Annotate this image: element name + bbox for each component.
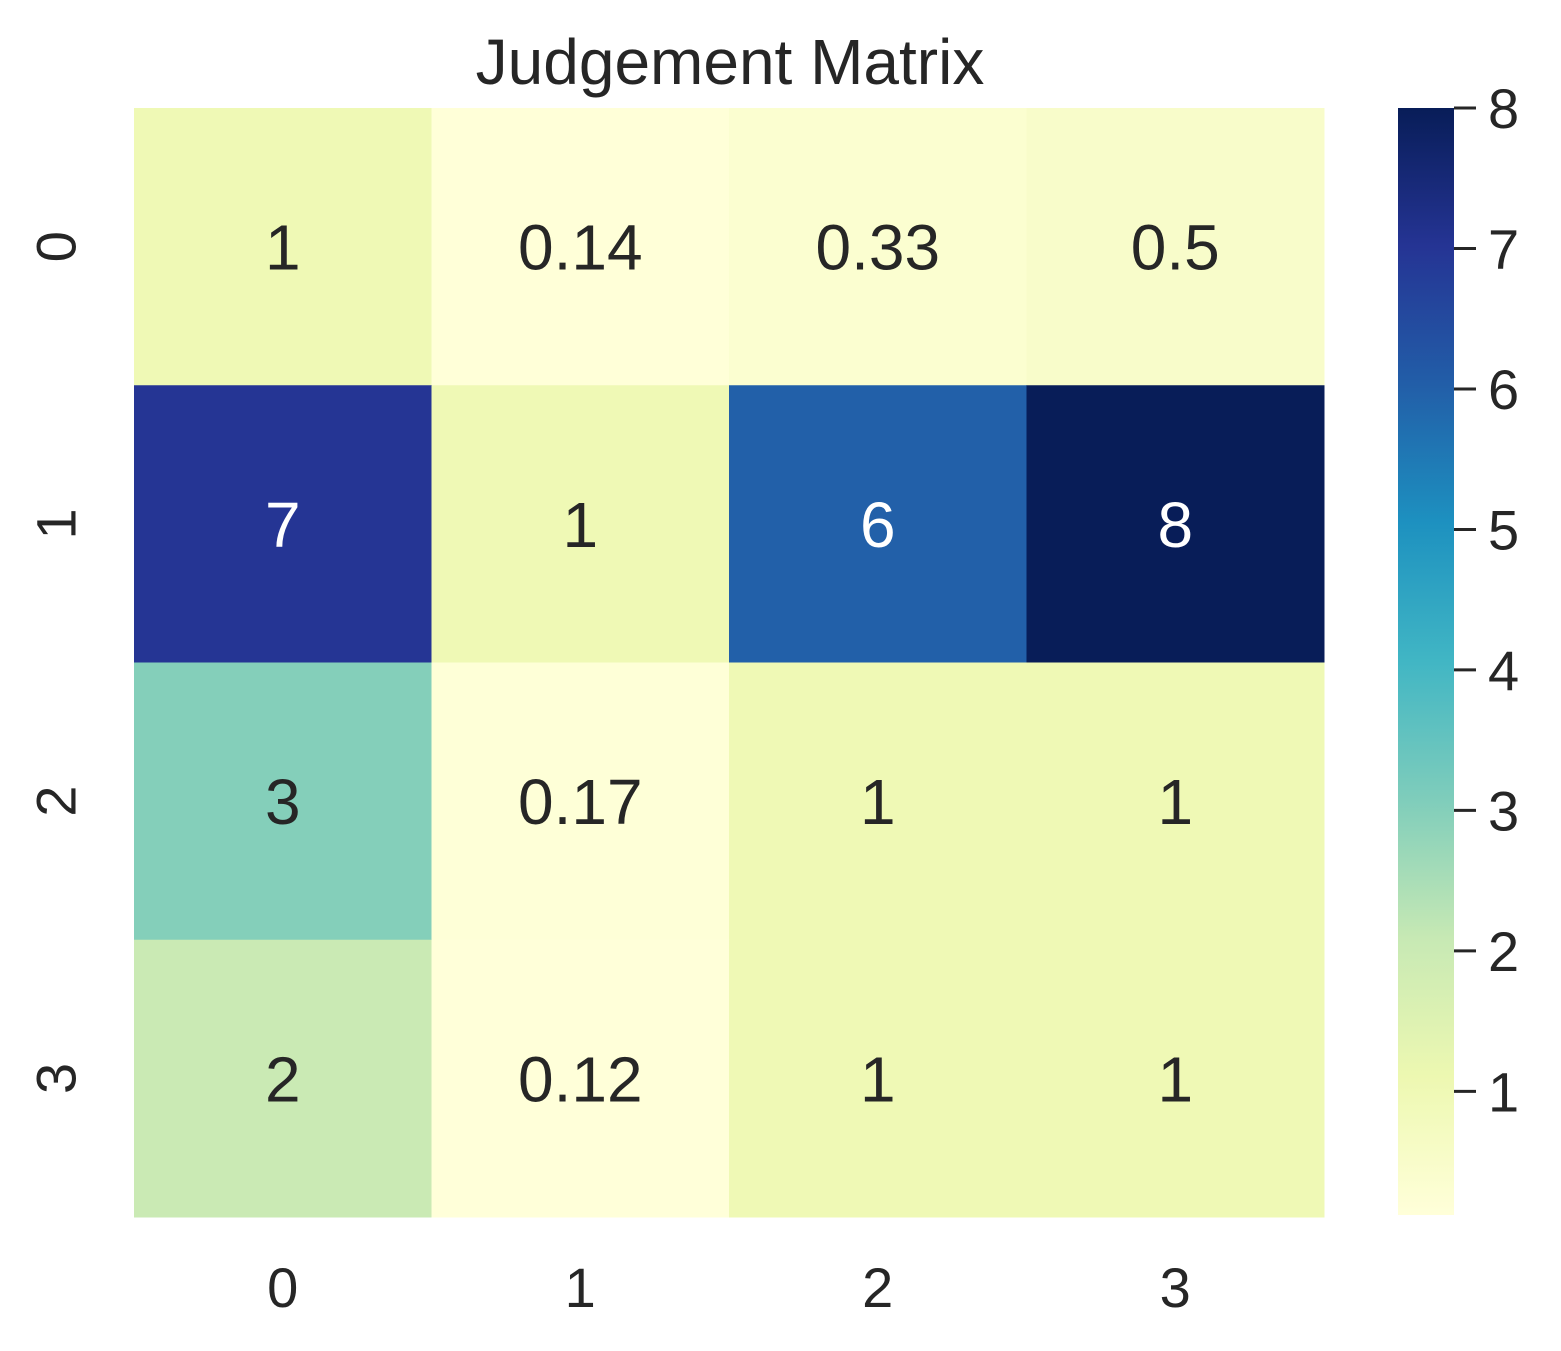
- heatmap-cell-r2-c1: [431, 662, 730, 941]
- heatmap-cell-r1-c0: [134, 385, 432, 663]
- x-axis-tick-labels: 0 1 2 3: [267, 1256, 1191, 1319]
- colorbar-tick-label-2: 2: [1488, 920, 1519, 983]
- x-tick-label-3: 3: [1160, 1256, 1191, 1319]
- cell-value-label-r3-c1: 0.12: [518, 1043, 643, 1115]
- y-tick-label-2: 2: [25, 786, 88, 817]
- cell-value-label-r3-c3: 1: [1157, 1043, 1193, 1115]
- colorbar-tick-label-8: 8: [1488, 77, 1519, 140]
- heatmap-cell-r1-c1: [431, 385, 730, 663]
- heatmap-cell-r2-c2: [729, 662, 1027, 941]
- y-tick-label-1: 1: [25, 508, 88, 539]
- heatmap-cells: 1 0.14 0.33 0.5 7 1 6 8 3 0.17 1 1 2 0.12 1 1: [134, 108, 1325, 1218]
- colorbar-tick-label-3: 3: [1488, 779, 1519, 842]
- heatmap-cell-r1-c3: [1026, 385, 1325, 663]
- colorbar-tick-label-6: 6: [1488, 358, 1519, 421]
- cell-value-label-r2-c3: 1: [1157, 766, 1193, 838]
- cell-value-label-r1-c3: 8: [1157, 489, 1193, 561]
- cell-value-label-r3-c0: 2: [265, 1043, 301, 1115]
- heatmap-cell-r0-c0: [134, 108, 432, 386]
- colorbar-tick-label-5: 5: [1488, 498, 1519, 561]
- cell-value-label-r1-c2: 6: [860, 489, 896, 561]
- y-tick-label-0: 0: [25, 231, 88, 262]
- colorbar-tick-label-7: 7: [1488, 217, 1519, 280]
- cell-value-label-r1-c0: 7: [265, 489, 301, 561]
- cell-value-label-r0-c1: 0.14: [518, 212, 643, 284]
- cell-value-label-r0-c3: 0.5: [1131, 212, 1220, 284]
- heatmap-cell-r0-c1: [431, 108, 730, 386]
- colorbar: 1 2 3 4 5 6 7 8: [1398, 77, 1519, 1215]
- y-axis-tick-labels: 0 1 2 3: [25, 231, 88, 1094]
- y-tick-label-3: 3: [25, 1063, 88, 1094]
- heatmap-cell-r3-c0: [134, 939, 432, 1218]
- chart-title: Judgement Matrix: [476, 26, 985, 98]
- heatmap-cell-r2-c3: [1026, 662, 1325, 941]
- heatmap-cell-r0-c3: [1026, 108, 1325, 386]
- heatmap-cell-r0-c2: [729, 108, 1027, 386]
- cell-value-label-r2-c2: 1: [860, 766, 896, 838]
- cell-value-label-r2-c1: 0.17: [518, 766, 643, 838]
- cell-value-label-r3-c2: 1: [860, 1043, 896, 1115]
- x-tick-label-2: 2: [862, 1256, 893, 1319]
- x-tick-label-1: 1: [565, 1256, 596, 1319]
- heatmap-cell-r1-c2: [729, 385, 1027, 663]
- colorbar-tick-label-1: 1: [1488, 1060, 1519, 1123]
- heatmap-cell-r3-c1: [431, 939, 730, 1218]
- cell-value-label-r0-c2: 0.33: [815, 212, 940, 284]
- colorbar-ticks: 1 2 3 4 5 6 7 8: [1454, 77, 1519, 1123]
- heatmap-cell-r3-c2: [729, 939, 1027, 1218]
- cell-value-label-r2-c0: 3: [265, 766, 301, 838]
- heatmap-cell-r2-c0: [134, 662, 432, 941]
- colorbar-gradient: [1398, 108, 1454, 1215]
- cell-value-label-r0-c0: 1: [265, 212, 301, 284]
- colorbar-tick-label-4: 4: [1488, 639, 1519, 702]
- heatmap-cell-r3-c3: [1026, 939, 1325, 1218]
- cell-value-label-r1-c1: 1: [562, 489, 598, 561]
- x-tick-label-0: 0: [267, 1256, 298, 1319]
